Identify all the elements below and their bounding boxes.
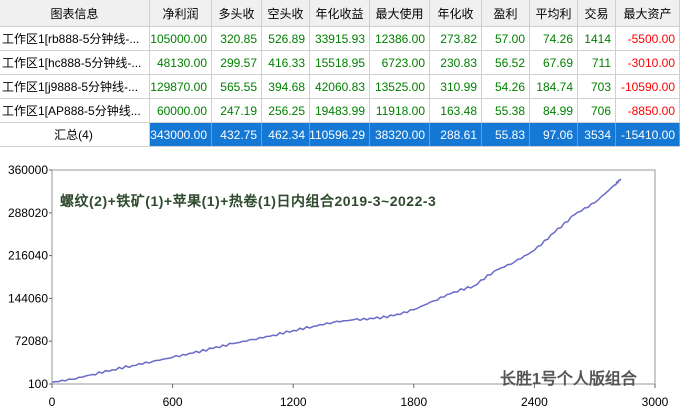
column-header[interactable]: 多头收 bbox=[212, 0, 262, 26]
table-cell: 15518.95 bbox=[310, 51, 370, 74]
row-name: 工作区1[rb888-5分钟线-... bbox=[0, 27, 150, 50]
table-cell: 42060.83 bbox=[310, 75, 370, 98]
table-cell: 462.34 bbox=[262, 123, 310, 146]
table-cell: 38320.00 bbox=[370, 123, 430, 146]
table-cell: 12386.00 bbox=[370, 27, 430, 50]
column-header[interactable]: 空头收 bbox=[262, 0, 310, 26]
table-cell: 3534 bbox=[578, 123, 616, 146]
table-cell: 6723.00 bbox=[370, 51, 430, 74]
results-table: 图表信息 净利润 多头收 空头收 年化收益 最大使用 年化收 盈利 平均利 交易 最大资产 工作区1… bbox=[0, 0, 680, 147]
table-cell: 343000.00 bbox=[150, 123, 212, 146]
table-header-row: 图表信息 净利润 多头收 空头收 年化收益 最大使用 年化收 盈利 平均利 交易 最大资产 bbox=[0, 0, 680, 27]
table-cell: 13525.00 bbox=[370, 75, 430, 98]
table-cell: 19483.99 bbox=[310, 99, 370, 122]
table-cell: 55.83 bbox=[482, 123, 530, 146]
table-cell: -8850.00 bbox=[616, 99, 680, 122]
x-tick-label: 0 bbox=[49, 395, 56, 409]
table-cell: 706 bbox=[578, 99, 616, 122]
x-tick-label: 600 bbox=[163, 395, 183, 409]
plot-area bbox=[51, 169, 656, 385]
table-cell: 394.68 bbox=[262, 75, 310, 98]
table-cell: 247.19 bbox=[212, 99, 262, 122]
table-cell: 129870.00 bbox=[150, 75, 212, 98]
x-tick-label: 2400 bbox=[521, 395, 548, 409]
table-cell: 184.74 bbox=[530, 75, 578, 98]
table-cell: -15410.00 bbox=[616, 123, 680, 146]
table-cell: -3010.00 bbox=[616, 51, 680, 74]
table-cell: 97.06 bbox=[530, 123, 578, 146]
table-cell: 416.33 bbox=[262, 51, 310, 74]
x-tick-label: 3000 bbox=[642, 395, 669, 409]
table-cell: 230.83 bbox=[430, 51, 482, 74]
table-cell: 105000.00 bbox=[150, 27, 212, 50]
table-cell: 711 bbox=[578, 51, 616, 74]
table-cell: 60000.00 bbox=[150, 99, 212, 122]
table-cell: 432.75 bbox=[212, 123, 262, 146]
table-row[interactable]: 工作区1[j9888-5分钟线-... 129870.00 565.55 394.68… bbox=[0, 75, 680, 99]
column-header[interactable]: 平均利 bbox=[530, 0, 578, 26]
table-cell: 55.38 bbox=[482, 99, 530, 122]
equity-chart: 100 72080 144060 216040 288020 360000 0 600 120… bbox=[8, 163, 669, 409]
y-tick-label: 288020 bbox=[8, 206, 48, 220]
column-header[interactable]: 交易 bbox=[578, 0, 616, 26]
table-cell: 299.57 bbox=[212, 51, 262, 74]
table-row[interactable]: 工作区1[rb888-5分钟线-... 105000.00 320.85 526.89… bbox=[0, 27, 680, 51]
row-name: 工作区1[AP888-5分钟线... bbox=[0, 99, 150, 122]
table-cell: -5500.00 bbox=[616, 27, 680, 50]
summary-row[interactable]: 汇总(4) 343000.00 432.75 462.34 110596.29 38320… bbox=[0, 123, 680, 147]
column-header[interactable]: 最大资产 bbox=[616, 0, 680, 26]
chart-title: 螺纹(2)+铁矿(1)+苹果(1)+热卷(1)日内组合2019-3~2022-3 bbox=[60, 193, 437, 209]
table-row[interactable]: 工作区1[AP888-5分钟线... 60000.00 247.19 256.25 19… bbox=[0, 99, 680, 123]
table-cell: 163.48 bbox=[430, 99, 482, 122]
column-header[interactable]: 年化收 bbox=[430, 0, 482, 26]
row-name: 工作区1[hc888-5分钟线-... bbox=[0, 51, 150, 74]
equity-line bbox=[51, 178, 622, 384]
y-tick-label: 216040 bbox=[8, 249, 48, 263]
table-cell: 256.25 bbox=[262, 99, 310, 122]
column-header[interactable]: 净利润 bbox=[150, 0, 212, 26]
table-cell: 320.85 bbox=[212, 27, 262, 50]
x-tick-label: 1200 bbox=[280, 395, 307, 409]
row-name: 汇总(4) bbox=[0, 123, 150, 146]
table-row[interactable]: 工作区1[hc888-5分钟线-... 48130.00 299.57 416.33 1… bbox=[0, 51, 680, 75]
y-tick-label: 360000 bbox=[8, 163, 48, 177]
table-cell: 1414 bbox=[578, 27, 616, 50]
watermark: 长胜1号个人版组合 bbox=[500, 371, 637, 388]
table-cell: 84.99 bbox=[530, 99, 578, 122]
table-cell: 310.99 bbox=[430, 75, 482, 98]
column-header[interactable]: 盈利 bbox=[482, 0, 530, 26]
y-tick-label: 144060 bbox=[8, 291, 48, 305]
table-cell: 526.89 bbox=[262, 27, 310, 50]
y-tick-label: 100 bbox=[28, 377, 48, 391]
table-cell: 110596.29 bbox=[310, 123, 370, 146]
table-cell: 56.52 bbox=[482, 51, 530, 74]
table-cell: -10590.00 bbox=[616, 75, 680, 98]
table-cell: 565.55 bbox=[212, 75, 262, 98]
table-cell: 48130.00 bbox=[150, 51, 212, 74]
row-name: 工作区1[j9888-5分钟线-... bbox=[0, 75, 150, 98]
table-cell: 288.61 bbox=[430, 123, 482, 146]
column-header[interactable]: 年化收益 bbox=[310, 0, 370, 26]
table-cell: 33915.93 bbox=[310, 27, 370, 50]
table-cell: 273.82 bbox=[430, 27, 482, 50]
table-cell: 57.00 bbox=[482, 27, 530, 50]
table-cell: 74.26 bbox=[530, 27, 578, 50]
y-tick-label: 72080 bbox=[15, 334, 49, 348]
table-cell: 67.69 bbox=[530, 51, 578, 74]
column-header[interactable]: 最大使用 bbox=[370, 0, 430, 26]
table-cell: 703 bbox=[578, 75, 616, 98]
column-header[interactable]: 图表信息 bbox=[0, 0, 150, 26]
table-cell: 54.26 bbox=[482, 75, 530, 98]
table-cell: 11918.00 bbox=[370, 99, 430, 122]
x-tick-label: 1800 bbox=[400, 395, 427, 409]
